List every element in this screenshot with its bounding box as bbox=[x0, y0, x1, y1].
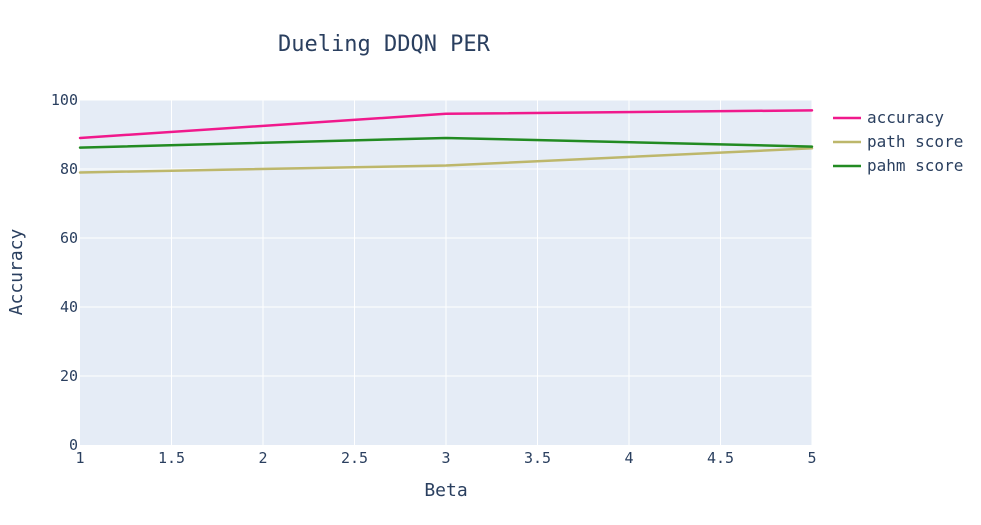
y-tick-label: 40 bbox=[60, 298, 78, 316]
legend-label: accuracy bbox=[867, 108, 944, 127]
y-tick-label: 80 bbox=[60, 160, 78, 178]
y-axis-ticks: 0 20 40 60 80 100 bbox=[51, 91, 78, 454]
x-tick-label: 5 bbox=[807, 449, 816, 467]
y-tick-label: 0 bbox=[69, 436, 78, 454]
series-line-pahm-score bbox=[78, 136, 814, 149]
grid-lines bbox=[80, 99, 813, 445]
x-tick-label: 4 bbox=[624, 449, 633, 467]
legend-label: pahm score bbox=[867, 156, 963, 175]
legend-item-path-score[interactable]: path score bbox=[833, 132, 963, 151]
series-lines bbox=[78, 109, 814, 174]
x-tick-label: 1.5 bbox=[158, 449, 185, 467]
x-tick-label: 1 bbox=[75, 449, 84, 467]
y-axis-title: Accuracy bbox=[6, 228, 27, 315]
x-axis-title: Beta bbox=[424, 480, 467, 501]
x-tick-label: 2 bbox=[258, 449, 267, 467]
y-tick-label: 60 bbox=[60, 229, 78, 247]
legend-item-pahm-score[interactable]: pahm score bbox=[833, 156, 963, 175]
legend[interactable]: accuracy path score pahm score bbox=[833, 108, 963, 175]
x-tick-label: 4.5 bbox=[707, 449, 734, 467]
chart-title: Dueling DDQN PER bbox=[278, 32, 491, 57]
x-tick-label: 2.5 bbox=[341, 449, 368, 467]
y-tick-label: 100 bbox=[51, 91, 78, 109]
series-line-accuracy bbox=[78, 109, 814, 140]
x-tick-label: 3.5 bbox=[524, 449, 551, 467]
x-axis-ticks: 1 1.5 2 2.5 3 3.5 4 4.5 5 bbox=[75, 449, 816, 467]
legend-item-accuracy[interactable]: accuracy bbox=[833, 108, 944, 127]
series-line-path-score bbox=[78, 147, 814, 174]
x-tick-label: 3 bbox=[441, 449, 450, 467]
legend-label: path score bbox=[867, 132, 963, 151]
y-tick-label: 20 bbox=[60, 367, 78, 385]
